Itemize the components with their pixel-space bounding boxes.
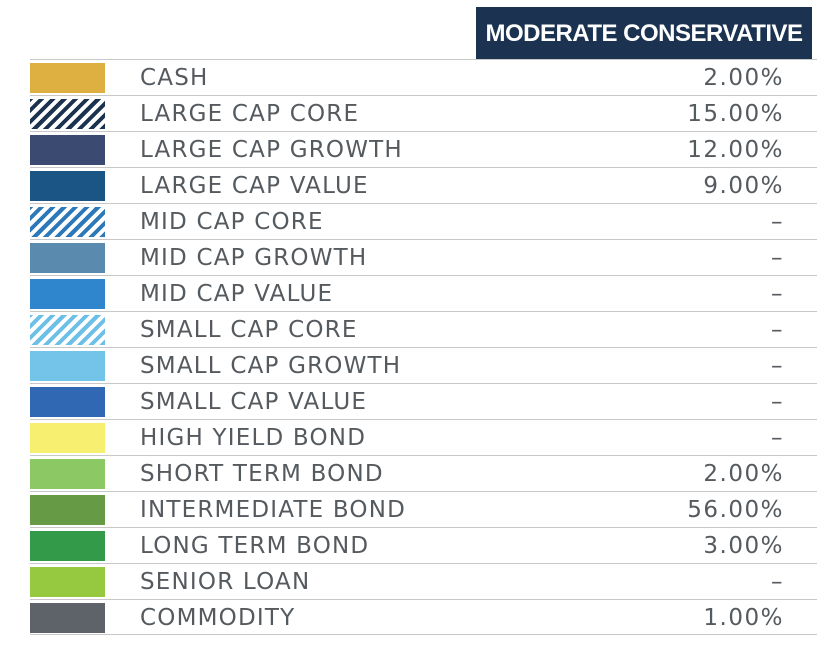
- asset-class-label: SHORT TERM BOND: [140, 461, 384, 487]
- column-header: MODERATE CONSERVATIVE: [476, 7, 812, 59]
- allocation-value: 3.00%: [703, 533, 784, 559]
- legend-swatch: [30, 207, 105, 237]
- table-row: CASH 2.00%: [30, 59, 817, 95]
- allocation-value: –: [771, 209, 784, 235]
- asset-class-label: LARGE CAP CORE: [140, 101, 360, 127]
- allocation-value: 9.00%: [703, 173, 784, 199]
- legend-swatch: [30, 315, 105, 345]
- legend-swatch: [30, 171, 105, 201]
- legend-swatch: [30, 351, 105, 381]
- asset-class-label: MID CAP CORE: [140, 209, 324, 235]
- allocation-value: 15.00%: [687, 101, 784, 127]
- legend-swatch: [30, 243, 105, 273]
- legend-swatch: [30, 99, 105, 129]
- allocation-value: –: [771, 317, 784, 343]
- allocation-value: –: [771, 281, 784, 307]
- table-row: SMALL CAP GROWTH –: [30, 347, 817, 383]
- table-row: LONG TERM BOND 3.00%: [30, 527, 817, 563]
- table-row: MID CAP CORE –: [30, 203, 817, 239]
- allocation-value: –: [771, 425, 784, 451]
- legend-swatch: [30, 495, 105, 525]
- legend-swatch: [30, 459, 105, 489]
- asset-class-label: COMMODITY: [140, 605, 296, 631]
- asset-class-label: LARGE CAP GROWTH: [140, 137, 403, 163]
- table-row: LARGE CAP GROWTH 12.00%: [30, 131, 817, 167]
- asset-class-label: MID CAP VALUE: [140, 281, 334, 307]
- allocation-value: –: [771, 353, 784, 379]
- asset-class-label: SENIOR LOAN: [140, 569, 311, 595]
- legend-swatch: [30, 387, 105, 417]
- asset-class-label: SMALL CAP CORE: [140, 317, 358, 343]
- legend-swatch: [30, 63, 105, 93]
- table-row: SENIOR LOAN –: [30, 563, 817, 599]
- asset-class-label: CASH: [140, 65, 209, 91]
- legend-swatch: [30, 423, 105, 453]
- asset-class-label: MID CAP GROWTH: [140, 245, 368, 271]
- legend-swatch: [30, 603, 105, 633]
- asset-class-label: SMALL CAP GROWTH: [140, 353, 402, 379]
- allocation-value: 2.00%: [703, 461, 784, 487]
- table-row: SHORT TERM BOND 2.00%: [30, 455, 817, 491]
- asset-class-label: SMALL CAP VALUE: [140, 389, 368, 415]
- asset-class-label: HIGH YIELD BOND: [140, 425, 367, 451]
- asset-class-label: LONG TERM BOND: [140, 533, 370, 559]
- allocation-value: 1.00%: [703, 605, 784, 631]
- table-row: LARGE CAP VALUE 9.00%: [30, 167, 817, 203]
- legend-swatch: [30, 567, 105, 597]
- legend-swatch: [30, 135, 105, 165]
- allocation-value: 12.00%: [687, 137, 784, 163]
- table-row: SMALL CAP VALUE –: [30, 383, 817, 419]
- table-row: LARGE CAP CORE 15.00%: [30, 95, 817, 131]
- table-row: MID CAP VALUE –: [30, 275, 817, 311]
- table-row: HIGH YIELD BOND –: [30, 419, 817, 455]
- allocation-value: –: [771, 569, 784, 595]
- allocation-value: –: [771, 245, 784, 271]
- table-row: MID CAP GROWTH –: [30, 239, 817, 275]
- allocation-value: 2.00%: [703, 65, 784, 91]
- legend-swatch: [30, 531, 105, 561]
- legend-swatch: [30, 279, 105, 309]
- table-row: SMALL CAP CORE –: [30, 311, 817, 347]
- table-row: COMMODITY 1.00%: [30, 599, 817, 635]
- asset-class-label: INTERMEDIATE BOND: [140, 497, 407, 523]
- allocation-value: –: [771, 389, 784, 415]
- table-row: INTERMEDIATE BOND 56.00%: [30, 491, 817, 527]
- allocation-table: CASH 2.00% LARGE CAP CORE 15.00% LARGE CAP G…: [30, 59, 817, 635]
- asset-class-label: LARGE CAP VALUE: [140, 173, 369, 199]
- allocation-value: 56.00%: [687, 497, 784, 523]
